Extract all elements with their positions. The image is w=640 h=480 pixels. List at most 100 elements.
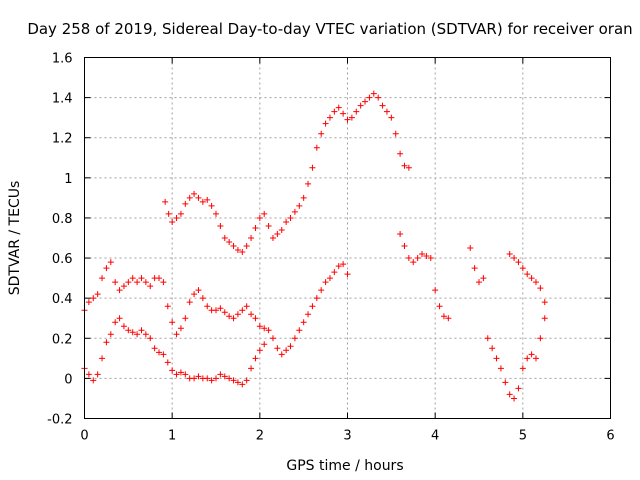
data-point <box>199 295 206 302</box>
data-point <box>326 114 333 121</box>
data-point <box>191 375 198 382</box>
data-point <box>519 365 526 372</box>
data-point <box>99 355 106 362</box>
data-point <box>204 375 211 382</box>
data-point <box>484 335 491 342</box>
data-point <box>199 198 206 205</box>
data-point <box>383 108 390 115</box>
y-tick-label: 1.2 <box>52 132 73 147</box>
data-point <box>427 255 434 262</box>
data-point <box>305 311 312 318</box>
data-point <box>528 351 535 358</box>
data-point <box>226 239 233 246</box>
data-point <box>515 259 522 266</box>
data-point <box>283 347 290 354</box>
data-point <box>401 243 408 250</box>
data-point <box>344 271 351 278</box>
data-point <box>278 351 285 358</box>
data-point <box>208 377 215 384</box>
data-point <box>335 263 342 270</box>
data-point <box>405 164 412 171</box>
data-point <box>506 391 513 398</box>
y-tick-label: 1 <box>64 172 72 187</box>
data-point <box>177 369 184 376</box>
data-point <box>322 279 329 286</box>
data-point <box>147 335 154 342</box>
data-point <box>217 305 224 312</box>
data-point <box>497 365 504 372</box>
data-point <box>388 114 395 121</box>
data-point <box>116 287 123 294</box>
data-point <box>397 230 404 237</box>
data-point <box>186 194 193 201</box>
data-point <box>120 283 127 290</box>
data-point <box>107 259 114 266</box>
data-point <box>134 279 141 286</box>
data-point <box>162 198 169 205</box>
data-point <box>296 327 303 334</box>
data-point <box>541 315 548 322</box>
data-point <box>419 251 426 258</box>
data-point <box>291 208 298 215</box>
y-tick-label: 0.4 <box>52 292 73 307</box>
data-point <box>204 196 211 203</box>
data-point <box>423 253 430 260</box>
data-point <box>414 255 421 262</box>
data-point <box>221 309 228 316</box>
data-point <box>169 367 176 374</box>
data-point <box>274 345 281 352</box>
data-point <box>221 235 228 241</box>
data-point <box>353 108 360 115</box>
data-point <box>173 331 180 338</box>
x-tick-label: 1 <box>168 429 176 444</box>
y-tick-label: 0 <box>64 372 72 387</box>
data-point <box>305 180 312 187</box>
y-tick-label: 0.6 <box>52 252 73 267</box>
data-point <box>300 194 307 201</box>
data-point <box>243 243 250 250</box>
data-point <box>309 303 316 310</box>
data-point <box>379 102 386 109</box>
data-point <box>195 287 202 294</box>
data-point <box>335 104 342 111</box>
data-point <box>138 327 145 334</box>
y-tick-label: 1.6 <box>52 52 73 67</box>
data-point <box>261 210 268 217</box>
data-point <box>243 377 250 384</box>
data-point <box>265 222 272 229</box>
data-point <box>401 162 408 169</box>
data-point <box>142 279 149 286</box>
chart-title: Day 258 of 2019, Sidereal Day-to-day VTE… <box>27 20 632 38</box>
data-point <box>213 210 219 217</box>
y-tick-label: 0.8 <box>52 212 73 227</box>
data-point <box>156 349 163 356</box>
data-point <box>239 381 246 388</box>
data-point <box>195 194 202 201</box>
data-point <box>239 249 246 256</box>
data-point <box>103 339 110 346</box>
data-point <box>217 371 224 378</box>
data-point <box>94 371 101 378</box>
data-point <box>493 355 500 362</box>
data-point <box>248 365 255 372</box>
data-point <box>230 315 237 322</box>
data-point <box>182 315 189 322</box>
data-point <box>142 331 149 338</box>
data-point <box>191 291 198 298</box>
data-point <box>226 375 233 382</box>
data-point <box>256 214 263 221</box>
data-point <box>436 303 443 310</box>
data-point <box>186 299 193 306</box>
x-tick-label: 5 <box>519 429 527 444</box>
data-point <box>370 90 377 97</box>
data-point <box>160 351 167 358</box>
data-point <box>177 325 184 332</box>
data-point <box>357 102 364 109</box>
data-point <box>291 335 298 342</box>
data-point <box>169 218 176 225</box>
data-point <box>248 235 255 241</box>
data-point <box>94 291 101 298</box>
x-tick-label: 6 <box>606 429 614 444</box>
data-point <box>125 327 132 334</box>
data-point <box>480 275 487 282</box>
